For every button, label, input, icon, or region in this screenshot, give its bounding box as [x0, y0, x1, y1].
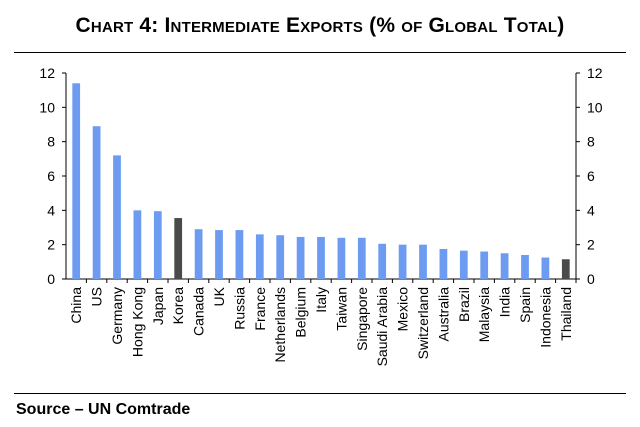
bar-thailand — [561, 259, 570, 279]
x-tick-label: Australia — [435, 287, 451, 342]
y-tick-label-left: 6 — [47, 168, 55, 184]
y-tick-label-right: 12 — [587, 65, 603, 81]
x-tick-label: Singapore — [354, 287, 370, 351]
bar-saudi-arabia — [378, 243, 387, 279]
bar-canada — [194, 229, 203, 279]
bar-india — [500, 253, 509, 279]
bar-netherlands — [276, 235, 285, 279]
bar-hong-kong — [133, 210, 142, 279]
x-tick-label: Thailand — [558, 287, 574, 341]
y-tick-label-right: 4 — [587, 202, 595, 218]
y-tick-label-left: 12 — [39, 65, 55, 81]
x-tick-label: Taiwan — [333, 287, 349, 331]
x-tick-label: Mexico — [395, 287, 411, 332]
x-tick-label: Indonesia — [537, 287, 553, 348]
bar-malaysia — [480, 251, 489, 279]
x-tick-label: Saudi Arabia — [374, 287, 390, 367]
x-tick-label: Russia — [231, 287, 247, 330]
bar-russia — [235, 230, 244, 279]
y-tick-label-left: 2 — [47, 237, 55, 253]
top-rule — [14, 52, 626, 53]
x-tick-label: Brazil — [456, 287, 472, 322]
y-tick-label-right: 2 — [587, 237, 595, 253]
x-tick-label: Italy — [313, 287, 329, 313]
x-tick-label: US — [89, 287, 105, 306]
bottom-rule — [14, 393, 626, 394]
x-tick-label: Netherlands — [272, 287, 288, 363]
bar-korea — [174, 218, 183, 279]
bar-belgium — [296, 236, 305, 279]
bar-taiwan — [337, 237, 346, 279]
y-tick-label-left: 8 — [47, 134, 55, 150]
bar-us — [92, 126, 101, 279]
bar-mexico — [398, 244, 407, 279]
bar-china — [72, 83, 81, 279]
x-tick-label: Korea — [170, 287, 186, 325]
x-tick-label: Hong Kong — [129, 287, 145, 357]
bar-uk — [215, 230, 223, 279]
x-tick-label: India — [497, 287, 513, 318]
bar-japan — [153, 211, 162, 279]
bar-indonesia — [541, 257, 550, 279]
x-tick-label: Canada — [191, 287, 207, 336]
x-tick-label: Malaysia — [476, 287, 492, 342]
y-tick-label-left: 0 — [47, 271, 55, 287]
x-tick-label: Belgium — [293, 287, 309, 338]
bar-germany — [113, 155, 121, 279]
bar-spain — [521, 254, 529, 279]
bar-switzerland — [419, 244, 427, 279]
x-tick-label: Japan — [150, 287, 166, 325]
x-tick-label: Switzerland — [415, 287, 431, 359]
bar-france — [255, 234, 264, 279]
y-tick-label-right: 0 — [587, 271, 595, 287]
bar-australia — [439, 248, 448, 279]
x-tick-label: China — [68, 287, 84, 324]
y-tick-label-right: 6 — [587, 168, 595, 184]
source-note: Source – UN Comtrade — [16, 401, 191, 418]
x-tick-label: Germany — [109, 287, 125, 345]
x-tick-label: France — [252, 287, 268, 331]
bar-singapore — [357, 237, 366, 279]
bar-italy — [317, 236, 325, 279]
x-tick-label: Spain — [517, 287, 533, 323]
y-tick-label-right: 8 — [587, 134, 595, 150]
x-tick-label: UK — [211, 286, 227, 306]
chart-title: Chart 4: Intermediate Exports (% of Glob… — [75, 14, 565, 37]
y-tick-label-left: 10 — [39, 99, 55, 115]
y-tick-label-left: 4 — [47, 202, 55, 218]
y-tick-label-right: 10 — [587, 99, 603, 115]
bar-brazil — [459, 250, 468, 279]
